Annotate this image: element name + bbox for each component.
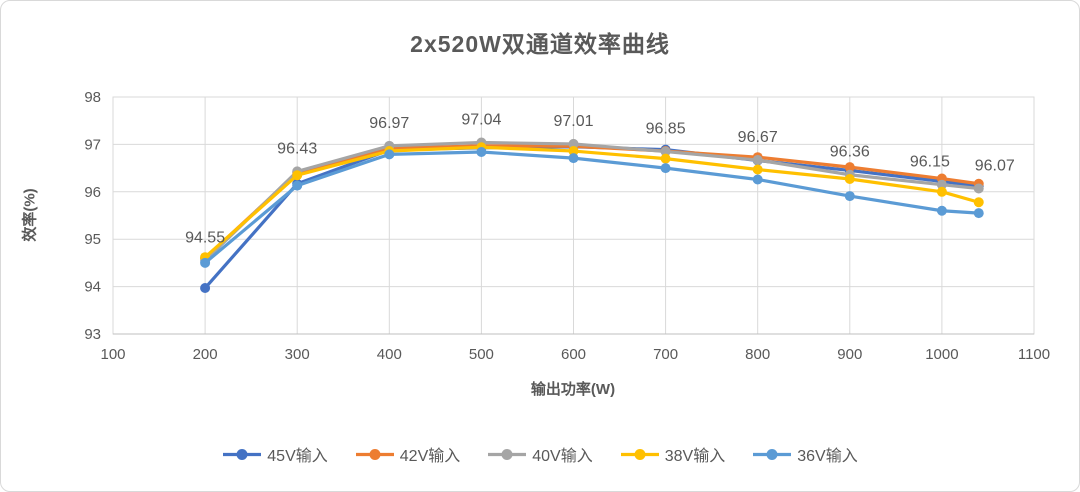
x-tick-label: 700 bbox=[653, 346, 678, 363]
x-tick-label: 800 bbox=[745, 346, 770, 363]
data-point bbox=[568, 138, 579, 149]
x-tick-label: 1100 bbox=[1018, 346, 1050, 363]
data-label: 96.07 bbox=[975, 157, 1015, 174]
data-label: 97.01 bbox=[553, 113, 593, 130]
data-point bbox=[752, 164, 763, 175]
legend-label: 42V输入 bbox=[399, 448, 461, 465]
data-point bbox=[936, 186, 947, 197]
data-label: 94.55 bbox=[185, 230, 225, 247]
y-tick-label: 97 bbox=[84, 136, 101, 153]
data-point bbox=[292, 180, 303, 191]
x-tick-label: 100 bbox=[100, 346, 125, 363]
legend-marker-icon bbox=[355, 448, 394, 460]
x-tick-label: 500 bbox=[469, 346, 494, 363]
y-tick-label: 98 bbox=[84, 89, 101, 106]
data-point bbox=[200, 283, 211, 294]
data-label: 97.04 bbox=[461, 112, 501, 129]
data-point bbox=[384, 149, 395, 160]
data-label: 96.67 bbox=[738, 129, 778, 146]
legend-label: 40V输入 bbox=[532, 448, 593, 465]
legend-item-42v: 42V输入 bbox=[355, 442, 460, 466]
legend-marker-icon bbox=[753, 448, 792, 460]
legend-label: 45V输入 bbox=[267, 448, 328, 465]
data-point bbox=[292, 170, 303, 181]
data-label: 96.85 bbox=[646, 121, 686, 138]
y-tick-label: 95 bbox=[84, 231, 101, 248]
data-point bbox=[936, 205, 947, 216]
chart-title: 2x520W双通道效率曲线 bbox=[410, 31, 670, 57]
series-line-40v bbox=[203, 140, 981, 263]
x-tick-label: 300 bbox=[285, 346, 310, 363]
x-tick-label: 1000 bbox=[925, 346, 958, 363]
legend-label: 38V输入 bbox=[664, 448, 726, 465]
x-axis-title: 输出功率(W) bbox=[530, 381, 616, 398]
data-label: 96.97 bbox=[369, 115, 409, 132]
legend-label: 36V输入 bbox=[797, 448, 858, 465]
legend-marker-icon bbox=[488, 448, 527, 460]
data-point bbox=[752, 155, 763, 166]
data-point bbox=[973, 208, 984, 219]
legend-marker-icon bbox=[620, 448, 659, 460]
data-point bbox=[973, 197, 984, 208]
legend-marker-icon bbox=[223, 448, 262, 460]
data-point bbox=[200, 257, 211, 268]
x-tick-label: 400 bbox=[377, 346, 402, 363]
series-line-38v bbox=[203, 145, 981, 259]
legend-item-40v: 40V输入 bbox=[487, 442, 593, 466]
legend: 45V输入 42V输入 40V输入 38V输入 36V输入 bbox=[1, 442, 1079, 466]
data-point bbox=[476, 146, 487, 157]
data-point bbox=[844, 191, 855, 202]
data-point bbox=[568, 146, 579, 157]
y-tick-label: 96 bbox=[84, 184, 101, 201]
x-tick-label: 600 bbox=[561, 346, 586, 363]
data-point bbox=[844, 162, 855, 173]
data-point bbox=[660, 153, 671, 164]
series-line-36v bbox=[203, 150, 981, 265]
data-point bbox=[973, 183, 984, 194]
series-line-42v bbox=[203, 144, 981, 260]
legend-item-45v: 45V输入 bbox=[222, 442, 328, 466]
data-point bbox=[752, 174, 763, 185]
data-label: 96.43 bbox=[277, 140, 317, 157]
x-tick-label: 900 bbox=[837, 346, 862, 363]
y-tick-label: 94 bbox=[84, 279, 101, 296]
y-tick-label: 93 bbox=[84, 326, 101, 343]
data-point bbox=[844, 174, 855, 185]
data-point bbox=[660, 146, 671, 157]
legend-item-38v: 38V输入 bbox=[620, 442, 725, 466]
data-point bbox=[660, 163, 671, 174]
x-tick-label: 200 bbox=[193, 346, 218, 363]
legend-item-36v: 36V输入 bbox=[752, 442, 858, 466]
data-label: 96.36 bbox=[830, 144, 870, 161]
data-point bbox=[936, 179, 947, 190]
data-label: 96.15 bbox=[910, 154, 950, 171]
data-point bbox=[568, 153, 579, 164]
